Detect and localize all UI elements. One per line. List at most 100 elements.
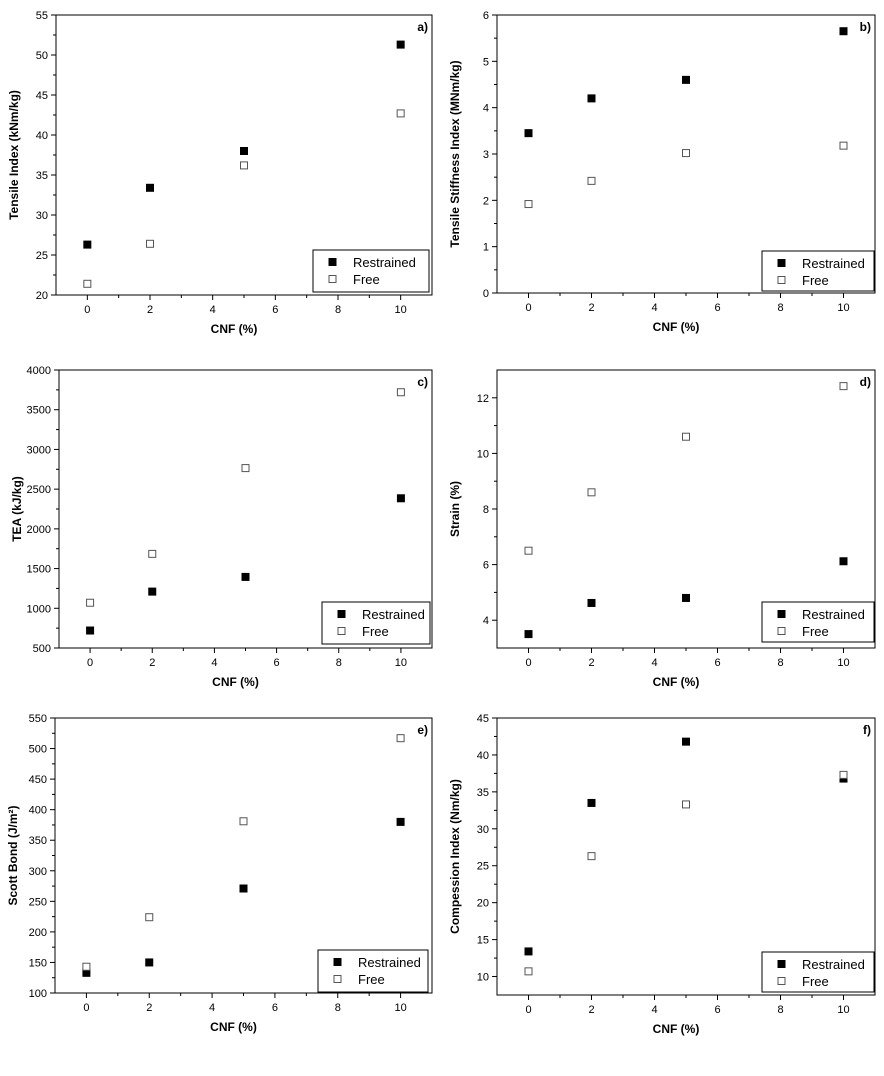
free-point <box>682 149 690 158</box>
chart-panel-c: 0 2 4 6 8 10 500 1000 1500 2000 2500 3000 3500 4000 CN… <box>10 365 433 689</box>
legend-label: Free <box>362 624 389 639</box>
y-tick-label: 45 <box>36 90 48 102</box>
restrained-point <box>587 598 596 607</box>
x-tick-label: 4 <box>211 657 217 669</box>
x-tick-label: 10 <box>394 1002 406 1014</box>
restrained-point <box>587 798 596 807</box>
x-tick-label: 10 <box>837 302 849 314</box>
y-tick-label: 150 <box>29 957 47 969</box>
legend-frame <box>761 951 875 993</box>
y-tick-label: 40 <box>477 750 489 762</box>
chart-panel-b: 0 2 4 6 8 10 0 1 2 3 4 5 6 CNF (%) Tensile Stiffness I… <box>448 10 876 334</box>
x-tick-label: 10 <box>837 657 849 669</box>
x-tick-label: 0 <box>525 1004 531 1016</box>
y-tick-label: 2 <box>483 195 489 207</box>
free-point <box>524 967 533 976</box>
legend-label: Free <box>802 273 829 288</box>
y-tick-label: 1 <box>483 242 489 254</box>
free-point <box>587 488 596 497</box>
x-tick-label: 0 <box>83 1002 89 1014</box>
x-tick-label: 6 <box>714 657 720 669</box>
x-tick-label: 0 <box>525 657 531 669</box>
restrained-point <box>239 884 248 893</box>
x-tick-label: 2 <box>146 1002 152 1014</box>
legend-label: Restrained <box>802 957 865 972</box>
y-tick-label: 12 <box>477 393 489 405</box>
free-point <box>396 109 405 118</box>
y-tick-label: 1500 <box>27 564 51 576</box>
y-tick-label: 30 <box>36 210 48 222</box>
y-tick-label: 4 <box>483 103 489 115</box>
panel-tag: a) <box>417 20 428 34</box>
y-axis-title: Compession Index (Nm/kg) <box>448 779 462 934</box>
x-tick-label: 8 <box>777 657 783 669</box>
panel-tag: d) <box>860 375 871 389</box>
y-tick-label: 200 <box>29 927 47 939</box>
y-tick-label: 45 <box>477 713 489 725</box>
legend-marker-restrained <box>328 258 337 266</box>
legend-marker-free <box>777 977 786 985</box>
legend-marker-free <box>333 975 342 983</box>
y-tick-label: 4 <box>483 615 489 627</box>
y-axis-title: Tensile Stiffness Index (MNm/kg) <box>448 60 462 247</box>
free-point <box>396 734 405 743</box>
chart-panel-a: 0 2 4 6 8 10 20 25 30 35 40 45 50 55 CNF (%) Tensile In… <box>7 10 433 336</box>
free-point <box>587 176 596 185</box>
legend-marker-free <box>337 627 346 635</box>
legend-label: Free <box>802 974 829 989</box>
x-tick-label: 6 <box>272 304 278 316</box>
legend-label: Free <box>353 272 380 287</box>
y-tick-label: 35 <box>477 787 489 799</box>
y-axis-title: Strain (%) <box>448 481 462 537</box>
restrained-point <box>396 40 405 49</box>
x-tick-label: 10 <box>837 1004 849 1016</box>
free-point <box>682 800 690 809</box>
y-tick-label: 350 <box>29 835 47 847</box>
x-tick-label: 10 <box>395 657 407 669</box>
x-tick-label: 2 <box>588 1004 594 1016</box>
y-tick-label: 25 <box>477 861 489 873</box>
y-tick-label: 3500 <box>27 405 51 417</box>
y-tick-label: 0 <box>483 288 489 300</box>
x-tick-label: 2 <box>149 657 155 669</box>
y-tick-label: 2500 <box>27 484 51 496</box>
restrained-point <box>524 129 533 138</box>
legend-label: Restrained <box>802 256 865 271</box>
y-tick-label: 15 <box>477 935 489 947</box>
legend-frame <box>321 601 431 645</box>
legend: Restrained Free <box>761 250 875 292</box>
legend-marker-restrained <box>777 960 786 968</box>
legend-marker-restrained <box>333 958 342 966</box>
y-tick-label: 4000 <box>27 365 51 377</box>
restrained-point <box>682 737 690 746</box>
restrained-point <box>524 947 533 956</box>
chart-panel-f: 0 2 4 6 8 10 10 15 20 25 30 35 40 45 CNF (%) Compession… <box>448 713 876 1036</box>
restrained-point <box>146 183 154 192</box>
restrained-point <box>86 626 95 635</box>
free-point <box>524 200 533 209</box>
restrained-point <box>682 593 690 602</box>
y-tick-label: 300 <box>29 866 47 878</box>
y-tick-label: 10 <box>477 448 489 460</box>
legend: Restrained Free <box>761 601 875 643</box>
chart-panel-e: 0 2 4 6 8 10 100 150 200 250 300 350 400 450 500 550 CNF… <box>6 713 433 1034</box>
y-tick-label: 1000 <box>27 603 51 615</box>
restrained-point <box>241 572 250 581</box>
x-axis-title: CNF (%) <box>210 1020 257 1034</box>
x-tick-label: 0 <box>87 657 93 669</box>
legend-label: Free <box>802 624 829 639</box>
restrained-point <box>240 147 248 155</box>
legend-frame <box>761 601 875 643</box>
x-tick-label: 6 <box>272 1002 278 1014</box>
y-axis-title: Scott Bond (J/m²) <box>6 806 20 906</box>
x-axis-title: CNF (%) <box>653 1022 700 1036</box>
restrained-point <box>145 958 154 967</box>
restrained-point <box>396 494 405 503</box>
y-tick-label: 5 <box>483 56 489 68</box>
legend-marker-free <box>777 627 786 635</box>
y-tick-label: 20 <box>477 898 489 910</box>
legend-label: Restrained <box>802 607 865 622</box>
restrained-point <box>83 240 92 249</box>
x-tick-label: 6 <box>274 657 280 669</box>
